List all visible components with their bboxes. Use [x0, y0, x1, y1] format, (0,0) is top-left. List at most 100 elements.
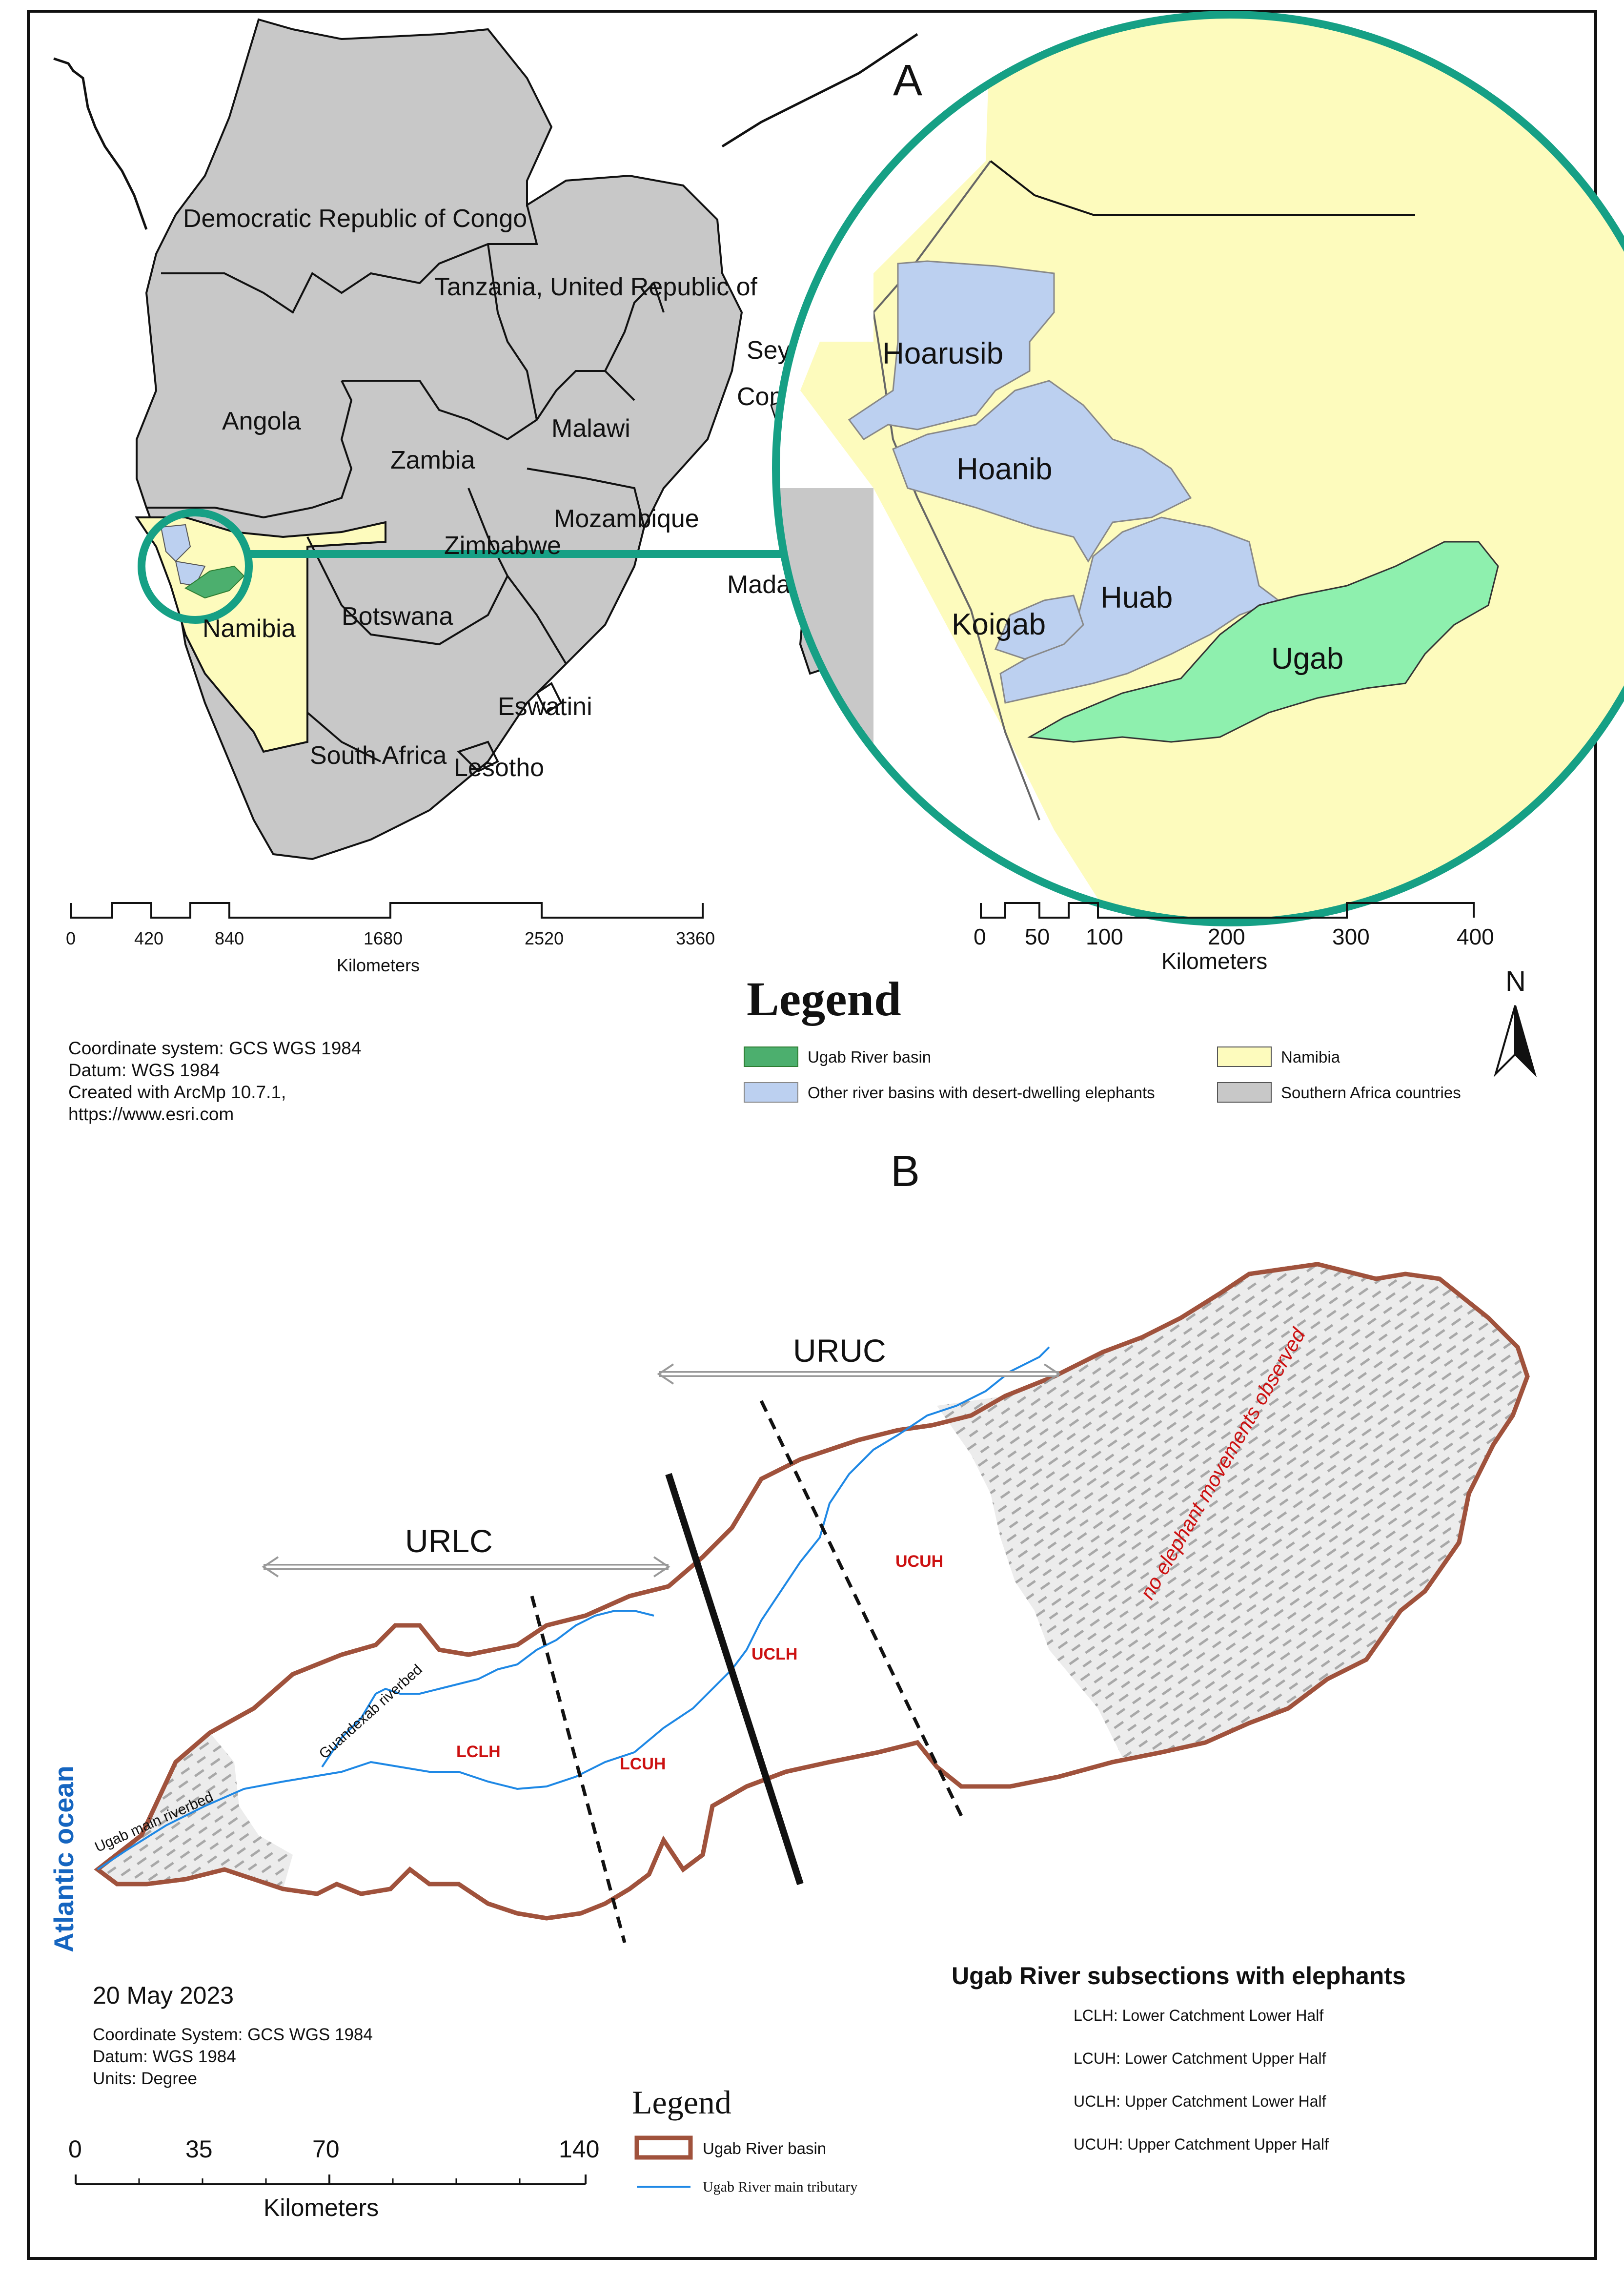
scale-right-unit: Kilometers	[1161, 948, 1267, 974]
divider-dashed-left	[530, 1596, 627, 1943]
credits-a-line2: Datum: WGS 1984	[68, 1060, 220, 1080]
ugab-inset-basin	[1027, 541, 1499, 743]
inset-labels: Hoarusib Hoanib Huab Koigab Ugab	[882, 337, 1343, 676]
scale-b-tick-0: 0	[68, 2135, 82, 2163]
subsection-item-2: UCLH: Upper Catchment Lower Half	[1074, 2092, 1326, 2110]
subsection-item-0: LCLH: Lower Catchment Lower Half	[1074, 2007, 1323, 2024]
credits-a-line3: Created with ArcMp 10.7.1,	[68, 1082, 286, 1102]
label-eswatini: Eswatini	[498, 693, 592, 721]
ugab-small	[184, 565, 245, 599]
panel-a-credits: Coordinate system: GCS WGS 1984 Datum: W…	[68, 1038, 361, 1124]
label-zimbabwe: Zimbabwe	[444, 532, 561, 560]
label-seychelles: Sey	[747, 336, 791, 365]
label-mozambique: Mozambique	[554, 505, 699, 533]
scale-left-tick-5: 3360	[676, 928, 715, 948]
legend-a-title: Legend	[747, 972, 901, 1026]
subsection-legend-title: Ugab River subsections with elephants	[952, 1962, 1406, 1990]
legend-label-ugab: Ugab River basin	[808, 1048, 931, 1066]
subsection-item-3: UCUH: Upper Catchment Upper Half	[1074, 2135, 1329, 2153]
label-ugab: Ugab	[1271, 642, 1343, 676]
label-malawi: Malawi	[551, 414, 630, 443]
scale-right-tick-1: 50	[1025, 924, 1050, 949]
subsection-item-1: LCUH: Lower Catchment Upper Half	[1074, 2050, 1326, 2067]
lcuh-label: LCUH	[620, 1755, 666, 1773]
date-label: 20 May 2023	[93, 1982, 234, 2009]
north-label: N	[1505, 965, 1526, 997]
subsection-legend: Ugab River subsections with elephants LC…	[952, 1962, 1406, 2153]
guandexab-river	[321, 1610, 654, 1768]
uclh-label: UCLH	[751, 1645, 797, 1663]
panel-b-info: 20 May 2023 Coordinate System: GCS WGS 1…	[93, 1982, 373, 2088]
label-lesotho: Lesotho	[454, 754, 544, 782]
legend-swatch-ugab	[744, 1046, 798, 1067]
scale-bar-right	[980, 902, 1475, 919]
legend-a-items: Ugab River basin Other river basins with…	[744, 1046, 1461, 1103]
panel-a-label: A	[893, 56, 922, 105]
legend-b-label-basin: Ugab River basin	[703, 2139, 826, 2157]
legend-b-swatch-basin	[634, 2135, 693, 2160]
scale-left-tick-1: 420	[134, 928, 163, 948]
legend-b-title: Legend	[632, 2084, 731, 2121]
scale-b-tick-2: 70	[312, 2135, 340, 2163]
scale-left-tick-0: 0	[66, 928, 76, 948]
credits-b-line2: Datum: WGS 1984	[93, 2047, 236, 2066]
scale-right-tick-5: 400	[1457, 924, 1494, 949]
scale-right-tick-0: 0	[974, 924, 986, 949]
inset-map	[772, 11, 1624, 926]
legend-swatch-other	[744, 1082, 798, 1103]
label-hoanib: Hoanib	[956, 452, 1052, 486]
credits-b-line3: Units: Degree	[93, 2069, 197, 2088]
scale-right-tick-3: 200	[1208, 924, 1245, 949]
urlc-label: URLC	[405, 1523, 493, 1559]
label-botswana: Botswana	[342, 602, 453, 631]
scale-left-tick-4: 2520	[525, 928, 564, 948]
label-namibia: Namibia	[203, 615, 296, 643]
scale-right-tick-4: 300	[1332, 924, 1370, 949]
scale-left-unit: Kilometers	[337, 955, 420, 975]
label-hoarusib: Hoarusib	[882, 337, 1003, 370]
credits-a-line4: https://www.esri.com	[68, 1104, 234, 1124]
scale-left-labels: 0 420 840 1680 2520 3360 Kilometers	[66, 928, 715, 975]
scale-bar-left	[70, 902, 704, 919]
southern-africa-countries	[136, 18, 743, 861]
uruc-label: URUC	[793, 1333, 886, 1369]
divider-solid-main	[665, 1473, 804, 1886]
scale-b-tick-1: 35	[185, 2135, 213, 2163]
scale-left-tick-2: 840	[215, 928, 244, 948]
koigab-basin	[994, 595, 1084, 660]
label-south-africa: South Africa	[310, 741, 447, 770]
scale-b-unit: Kilometers	[264, 2194, 379, 2221]
label-huab: Huab	[1100, 581, 1173, 615]
panel-b-label: B	[891, 1147, 920, 1196]
legend-swatch-namibia	[1217, 1046, 1272, 1067]
legend-b-label-river: Ugab River main tributary	[703, 2179, 857, 2195]
hoanib-basin	[892, 380, 1192, 563]
huab-basin	[999, 516, 1280, 704]
scale-right-labels: 0 50 100 200 300 400 Kilometers	[974, 924, 1494, 974]
legend-label-namibia: Namibia	[1281, 1048, 1340, 1066]
north-arrow: N	[1493, 965, 1537, 1077]
no-movement-area	[937, 1264, 1527, 1757]
credits-b-line1: Coordinate System: GCS WGS 1984	[93, 2025, 373, 2044]
scale-b-labels: 0 35 70 140 Kilometers	[68, 2135, 599, 2221]
legend-label-southern: Southern Africa countries	[1281, 1084, 1461, 1102]
label-tanzania: Tanzania, United Republic of	[434, 273, 758, 301]
ocean-label: Atlantic ocean	[48, 1765, 79, 1952]
lclh-label: LCLH	[456, 1743, 501, 1761]
scale-left-tick-3: 1680	[364, 928, 403, 948]
credits-a-line1: Coordinate system: GCS WGS 1984	[68, 1038, 361, 1058]
scale-b-tick-3: 140	[559, 2135, 599, 2163]
label-drc: Democratic Republic of Congo	[183, 205, 527, 233]
scale-bar-b	[75, 2174, 587, 2185]
legend-b-items: Ugab River basin Ugab River main tributa…	[634, 2135, 857, 2195]
scale-right-tick-2: 100	[1086, 924, 1123, 949]
label-angola: Angola	[222, 407, 301, 435]
ugab-main-river	[97, 1346, 1050, 1870]
label-koigab: Koigab	[952, 608, 1046, 641]
label-zambia: Zambia	[390, 446, 475, 474]
ucuh-label: UCUH	[895, 1552, 943, 1571]
legend-label-other: Other river basins with desert-dwelling …	[808, 1084, 1155, 1102]
panel-b-map	[94, 1262, 1530, 1943]
legend-swatch-southern	[1217, 1082, 1272, 1103]
